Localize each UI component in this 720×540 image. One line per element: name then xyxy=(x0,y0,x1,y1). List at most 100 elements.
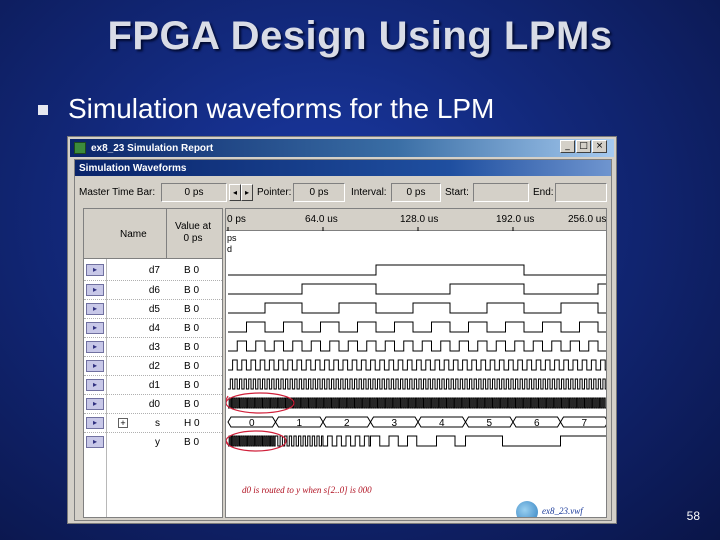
input-pin-icon: ▸ xyxy=(86,398,104,410)
time-bar-next-arrow-icon[interactable]: ▸ xyxy=(241,184,253,201)
signal-name: d0 xyxy=(148,399,160,410)
waveform-trace xyxy=(228,340,606,352)
bus-value-label: 1 xyxy=(296,418,302,429)
highlight-ellipse xyxy=(226,430,287,452)
expand-bus-icon[interactable]: + xyxy=(118,418,128,428)
signal-table-header: Name Value at 0 ps xyxy=(84,209,222,259)
window-title: ex8_23 Simulation Report xyxy=(91,142,214,154)
signal-row[interactable]: ▸ d2 B 0 xyxy=(84,356,222,375)
bus-value-label: 4 xyxy=(439,418,445,429)
close-button[interactable]: × xyxy=(592,140,607,153)
time-ruler: 0 ps 64.0 us 128.0 us 192.0 us 256.0 us xyxy=(226,209,606,231)
pointer-field: 0 ps xyxy=(293,183,345,202)
slide-title: FPGA Design Using LPMs xyxy=(107,14,613,58)
output-waveform-trace xyxy=(228,435,606,447)
interval-field: 0 ps xyxy=(391,183,441,202)
signal-row[interactable]: ▸ + s H 0 xyxy=(84,413,222,432)
waveform-trace xyxy=(228,283,606,295)
highlight-ellipse xyxy=(226,392,295,414)
waveform-trace xyxy=(228,397,606,409)
time-bar-prev-arrow-icon[interactable]: ◂ xyxy=(229,184,241,201)
window-controls: _ □ × xyxy=(560,140,607,153)
file-name-label: ex8_23.vwf xyxy=(542,506,583,516)
signal-row[interactable]: ▸ d4 B 0 xyxy=(84,318,222,337)
tick-label: 0 ps xyxy=(227,214,246,225)
bus-value-label: 3 xyxy=(391,418,397,429)
waveform-panel[interactable]: 0 ps 64.0 us 128.0 us 192.0 us 256.0 us … xyxy=(225,208,607,518)
signal-name: d3 xyxy=(148,342,160,353)
signal-value: B 0 xyxy=(184,323,200,334)
signal-value: B 0 xyxy=(184,380,200,391)
end-field[interactable] xyxy=(555,183,607,202)
bus-segment xyxy=(559,416,606,428)
file-logo-icon xyxy=(516,501,538,517)
signal-value: B 0 xyxy=(184,342,200,353)
name-column-header[interactable]: Name xyxy=(120,229,147,240)
signal-name: d5 xyxy=(148,304,160,315)
tick-label: 256.0 us xyxy=(568,214,607,225)
signal-row[interactable]: ▸ d3 B 0 xyxy=(84,337,222,356)
bus-value-label: 5 xyxy=(486,418,492,429)
master-time-bar-field[interactable]: 0 ps xyxy=(161,183,227,202)
input-pin-icon: ▸ xyxy=(86,322,104,334)
start-field[interactable] xyxy=(473,183,529,202)
input-pin-icon: ▸ xyxy=(86,379,104,391)
signal-row[interactable]: ▸ d5 B 0 xyxy=(84,299,222,318)
signal-row[interactable]: ▸ y B 0 xyxy=(84,432,222,451)
tick-label: 64.0 us xyxy=(305,214,338,225)
simulation-waveforms-pane: _ □ × Simulation Waveforms Master Time B… xyxy=(74,140,612,521)
window-titlebar[interactable]: ex8_23 Simulation Report xyxy=(70,139,614,157)
signal-name: y xyxy=(155,437,160,448)
bullet-item: Simulation waveforms for the LPM xyxy=(38,92,494,126)
waveform-trace xyxy=(228,302,606,314)
signal-value: B 0 xyxy=(184,265,200,276)
pane-titlebar: Simulation Waveforms xyxy=(75,160,611,176)
icon-column-divider xyxy=(106,259,107,517)
time-header-extra: d xyxy=(227,244,233,254)
input-pin-icon: ▸ xyxy=(86,360,104,372)
signal-value: B 0 xyxy=(184,399,200,410)
signal-name: s xyxy=(155,418,160,429)
waveform-trace xyxy=(228,321,606,333)
start-label: Start: xyxy=(445,187,469,198)
bullet-text: Simulation waveforms for the LPM xyxy=(68,93,495,124)
bus-value-label: 2 xyxy=(344,418,350,429)
value-header-line1: Value at xyxy=(175,221,211,232)
column-divider xyxy=(166,209,167,259)
input-pin-icon: ▸ xyxy=(86,284,104,296)
signal-value: B 0 xyxy=(184,285,200,296)
signal-value: B 0 xyxy=(184,304,200,315)
bus-value-label: 7 xyxy=(581,418,587,429)
signal-row[interactable]: ▸ d6 B 0 xyxy=(84,280,222,299)
input-pin-icon: ▸ xyxy=(86,264,104,276)
restore-button[interactable]: □ xyxy=(576,140,591,153)
interval-label: Interval: xyxy=(351,187,387,198)
signal-name: d7 xyxy=(148,265,160,276)
pane-title: Simulation Waveforms xyxy=(79,162,187,174)
input-pin-icon: ▸ xyxy=(86,341,104,353)
time-header-extra: ps xyxy=(227,233,237,243)
tick-label: 192.0 us xyxy=(496,214,535,225)
signal-row[interactable]: ▸ d1 B 0 xyxy=(84,375,222,394)
time-toolbar: Master Time Bar: 0 ps ◂ ▸ Pointer: 0 ps … xyxy=(79,182,609,204)
page-number: 58 xyxy=(686,509,700,523)
pointer-label: Pointer: xyxy=(257,187,292,198)
minimize-button[interactable]: _ xyxy=(560,140,575,153)
signal-row[interactable]: ▸ d7 B 0 xyxy=(84,261,222,280)
signal-row[interactable]: ▸ d0 B 0 xyxy=(84,394,222,413)
waveform-trace xyxy=(228,359,606,371)
signal-value: H 0 xyxy=(184,418,200,429)
value-header-line2: 0 ps xyxy=(183,233,203,244)
bullet-square-icon xyxy=(38,105,48,115)
tick-label: 128.0 us xyxy=(400,214,439,225)
routing-annotation: d0 is routed to y when s[2..0] is 000 xyxy=(242,485,372,495)
input-pin-icon: ▸ xyxy=(86,303,104,315)
waveform-trace xyxy=(228,264,606,276)
signal-name: d1 xyxy=(148,380,160,391)
value-column-header[interactable]: Value at 0 ps xyxy=(170,221,216,245)
signal-name-panel: Name Value at 0 ps ▸ d7 B 0 ▸ d6 B 0 ▸ d5 B 0 ▸ d4… xyxy=(83,208,223,518)
app-icon xyxy=(74,142,86,154)
signal-value: B 0 xyxy=(184,437,200,448)
bus-value-label: 0 xyxy=(249,418,255,429)
master-time-bar-label: Master Time Bar: xyxy=(79,187,156,198)
